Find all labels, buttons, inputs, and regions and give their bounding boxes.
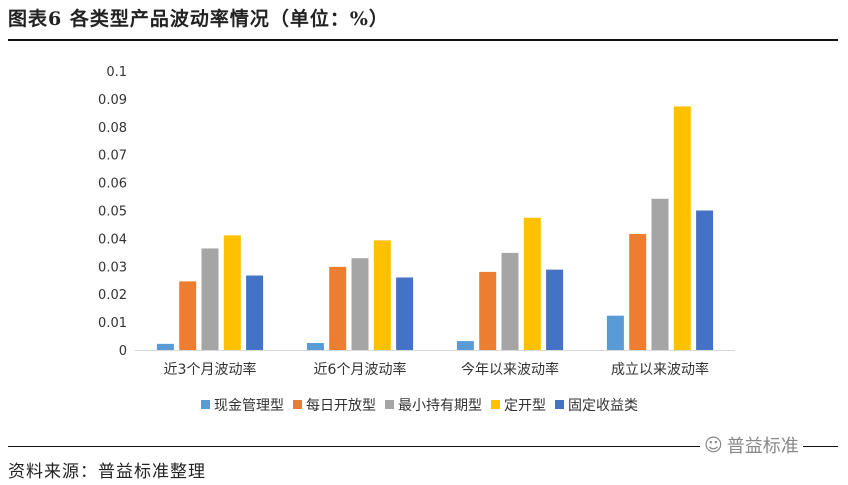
bar — [606, 315, 624, 350]
legend-label: 最小持有期型 — [398, 398, 482, 414]
bar — [523, 217, 541, 350]
bar — [306, 343, 324, 350]
y-tick-label: 0 — [119, 344, 127, 359]
y-tick-label: 0.01 — [98, 316, 127, 331]
y-tick-label: 0.04 — [98, 232, 127, 247]
y-tick-label: 0.09 — [98, 93, 127, 108]
bar — [456, 341, 474, 350]
y-tick-label: 0.03 — [98, 260, 127, 275]
watermark: ☺ 普益标准 — [700, 432, 803, 458]
bar — [673, 106, 691, 350]
x-tick-label: 今年以来波动率 — [461, 361, 559, 378]
chart-title: 图表6 各类型产品波动率情况（单位：%） — [8, 8, 389, 30]
bar — [629, 233, 647, 350]
bar — [179, 281, 197, 350]
bar — [396, 277, 414, 350]
y-tick-label: 0.08 — [98, 121, 127, 136]
legend-swatch — [491, 400, 500, 409]
source-note: 资料来源：普益标准整理 — [8, 462, 206, 482]
bar — [651, 198, 669, 350]
y-tick-label: 0.02 — [98, 288, 127, 303]
bar — [501, 252, 519, 350]
legend-label: 现金管理型 — [214, 398, 284, 414]
y-tick-label: 0.1 — [106, 65, 127, 80]
legend-swatch — [201, 400, 210, 409]
legend-label: 固定收益类 — [568, 398, 638, 414]
y-tick-label: 0.07 — [98, 149, 127, 164]
legend-swatch — [555, 400, 564, 409]
bottom-divider — [8, 446, 838, 447]
legend-swatch — [293, 400, 302, 409]
bar — [223, 235, 241, 350]
bar — [479, 271, 497, 350]
bar — [246, 275, 264, 350]
x-tick-label: 近6个月波动率 — [314, 361, 407, 378]
bar — [156, 343, 174, 350]
bar-chart: 0 0.01 0.02 0.03 0.04 0.05 0.06 0.07 0.08 0.09 0.1… — [98, 65, 735, 414]
legend-swatch — [385, 400, 394, 409]
bar — [373, 240, 391, 350]
x-tick-label: 成立以来波动率 — [611, 361, 709, 378]
legend-label: 每日开放型 — [306, 398, 376, 414]
bar — [329, 266, 347, 350]
bar — [351, 258, 369, 350]
bar — [696, 210, 714, 350]
y-tick-label: 0.06 — [98, 177, 127, 192]
legend-label: 定开型 — [504, 398, 546, 414]
top-divider — [8, 39, 838, 41]
y-tick-label: 0.05 — [98, 205, 127, 220]
bar — [546, 269, 564, 350]
watermark-text: 普益标准 — [726, 436, 799, 457]
wechat-icon: ☺ — [704, 434, 723, 456]
x-tick-label: 近3个月波动率 — [164, 361, 257, 378]
bar — [201, 248, 219, 350]
